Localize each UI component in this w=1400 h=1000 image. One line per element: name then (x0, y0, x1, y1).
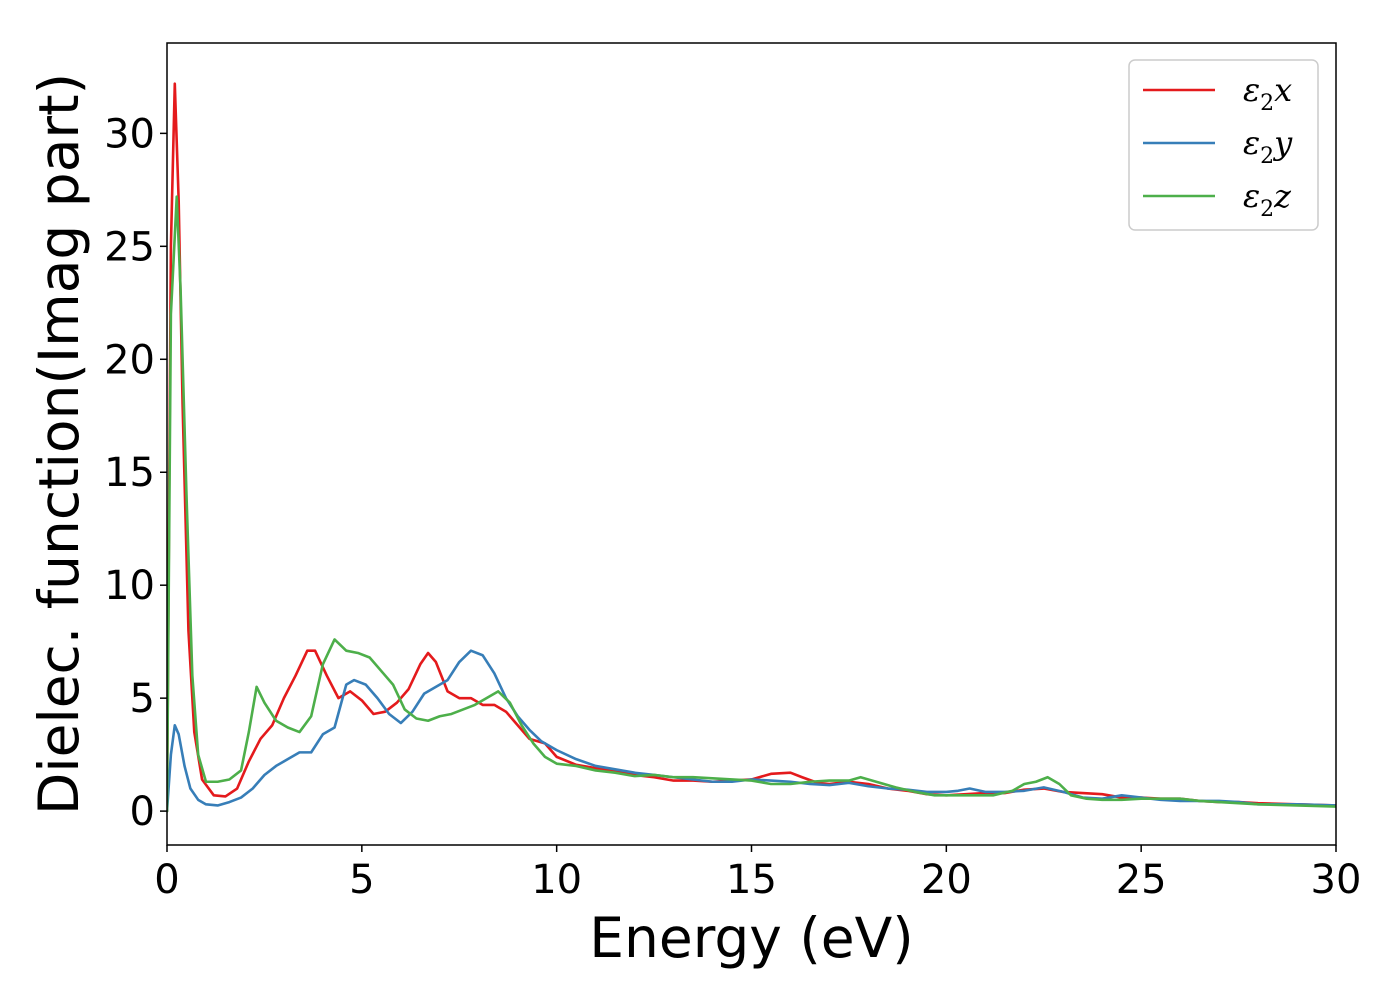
x-tick-label: 5 (349, 857, 374, 903)
x-tick-label: 10 (531, 857, 582, 903)
x-tick-label: 25 (1116, 857, 1167, 903)
x-axis-label: Energy (eV) (589, 906, 913, 970)
y-tick-label: 10 (104, 563, 155, 609)
y-axis: 0 5 10 15 20 25 30 (104, 111, 167, 835)
x-tick-label: 15 (726, 857, 777, 903)
y-tick-label: 20 (104, 337, 155, 383)
y-tick-label: 15 (104, 450, 155, 496)
x-axis: 0 5 10 15 20 25 30 (154, 845, 1361, 903)
y-tick-label: 5 (130, 676, 155, 722)
y-tick-label: 0 (130, 789, 155, 835)
x-tick-label: 0 (154, 857, 179, 903)
legend-label-y: ε2y (1243, 124, 1293, 169)
legend: ε2x ε2y ε2z (1128, 59, 1319, 231)
plot-area (167, 82, 1336, 813)
legend-box (1128, 59, 1319, 231)
y-axis-label: Dielec. function(Imag part) (27, 73, 91, 815)
x-tick-label: 20 (921, 857, 972, 903)
y-tick-label: 30 (104, 111, 155, 157)
x-tick-label: 30 (1311, 857, 1362, 903)
legend-label-x: ε2x (1243, 71, 1292, 116)
series-line-y (167, 649, 1336, 813)
series-line-z (167, 195, 1336, 813)
y-tick-label: 25 (104, 224, 155, 270)
legend-label-z: ε2z (1243, 177, 1292, 222)
